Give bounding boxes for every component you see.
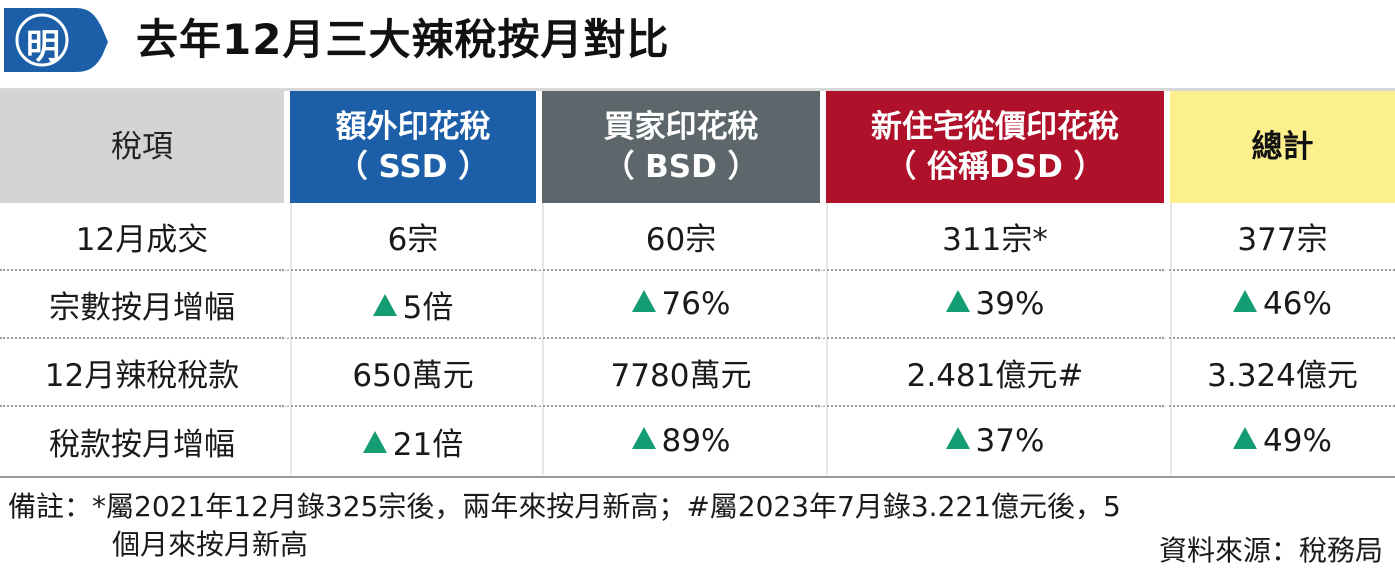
logo-badge-icon bbox=[4, 8, 108, 72]
cell-dsd: 37% bbox=[820, 407, 1164, 475]
cell-value: 39% bbox=[975, 286, 1045, 322]
cell-ssd: 650萬元 bbox=[284, 339, 536, 407]
increase-arrow-icon bbox=[362, 430, 387, 453]
header-total-line1: 總計 bbox=[1251, 129, 1314, 165]
cell-value: 49% bbox=[1263, 423, 1332, 459]
cell-value: 89% bbox=[661, 423, 731, 459]
header-bsd-line2: （ BSD ） bbox=[603, 149, 759, 185]
cell-bsd: 76% bbox=[536, 271, 820, 339]
cell-total: 46% bbox=[1164, 271, 1395, 339]
cell-ssd: 6宗 bbox=[284, 203, 536, 271]
row-label: 宗數按月增幅 bbox=[0, 271, 284, 339]
table-row: 12月辣稅稅款 650萬元 7780萬元 2.481億元# 3.324億元 bbox=[0, 339, 1395, 407]
header-ssd-line1: 額外印花稅 bbox=[335, 109, 491, 145]
cell-dsd: 39% bbox=[820, 271, 1164, 339]
header-ssd-cell: 額外印花稅 （ SSD ） bbox=[284, 91, 536, 203]
header: 明 去年12月三大辣稅按月對比 bbox=[0, 0, 1395, 84]
data-table: 稅項 額外印花稅 （ SSD ） 買家印花稅 （ BSD ） 新住宅從價印花稅 … bbox=[0, 91, 1395, 475]
row-label: 12月成交 bbox=[0, 203, 284, 271]
logo-text: 明 bbox=[26, 27, 60, 67]
increase-arrow-icon bbox=[372, 293, 397, 316]
table-row: 宗數按月增幅 5倍 76% 39% 46% bbox=[0, 271, 1395, 339]
cell-total: 3.324億元 bbox=[1164, 339, 1395, 407]
table-row: 12月成交 6宗 60宗 311宗* 377宗 bbox=[0, 203, 1395, 271]
cell-dsd: 311宗* bbox=[820, 203, 1164, 271]
cell-total: 377宗 bbox=[1164, 203, 1395, 271]
source-credit: 資料來源：稅務局 bbox=[1158, 534, 1383, 567]
increase-arrow-icon bbox=[631, 427, 656, 449]
row-label: 稅款按月增幅 bbox=[49, 426, 235, 463]
increase-arrow-icon bbox=[1233, 427, 1258, 449]
header-label-cell: 稅項 bbox=[0, 91, 284, 203]
header-dsd-line2: （ 俗稱DSD ） bbox=[885, 149, 1105, 185]
footnote-line-2: 個月來按月新高 bbox=[112, 528, 309, 561]
header-bsd-line1: 買家印花稅 bbox=[603, 109, 759, 145]
increase-arrow-icon bbox=[945, 427, 970, 449]
cell-value: 5倍 bbox=[402, 289, 454, 326]
header-ssd-line2: （ SSD ） bbox=[336, 149, 490, 185]
cell-value: 46% bbox=[1263, 286, 1332, 322]
footnotes: 備註：*屬2021年12月錄325宗後，兩年來按月新高；#屬2023年7月錄3.… bbox=[8, 488, 1388, 564]
table-row: 稅款按月增幅 21倍 89% 37% 49% bbox=[0, 407, 1395, 475]
row-label: 12月辣稅稅款 bbox=[0, 339, 284, 407]
cell-bsd: 60宗 bbox=[536, 203, 820, 271]
header-bsd-cell: 買家印花稅 （ BSD ） bbox=[536, 91, 820, 203]
newspaper-logo: 明 bbox=[4, 8, 108, 72]
cell-bsd: 7780萬元 bbox=[536, 339, 820, 407]
table-header-row: 稅項 額外印花稅 （ SSD ） 買家印花稅 （ BSD ） 新住宅從價印花稅 … bbox=[0, 91, 1395, 203]
page-title: 去年12月三大辣稅按月對比 bbox=[136, 15, 670, 64]
cell-ssd: 5倍 bbox=[284, 271, 536, 339]
increase-arrow-icon bbox=[631, 290, 656, 312]
cell-dsd: 2.481億元# bbox=[820, 339, 1164, 407]
header-label-text: 稅項 bbox=[111, 129, 173, 165]
cell-ssd: 21倍 bbox=[284, 407, 536, 475]
increase-arrow-icon bbox=[945, 290, 970, 312]
footnote-line-1: 備註：*屬2021年12月錄325宗後，兩年來按月新高；#屬2023年7月錄3.… bbox=[8, 490, 1121, 523]
header-dsd-cell: 新住宅從價印花稅 （ 俗稱DSD ） bbox=[820, 91, 1164, 203]
cell-total: 49% bbox=[1164, 407, 1395, 475]
tax-comparison-table: 稅項 額外印花稅 （ SSD ） 買家印花稅 （ BSD ） 新住宅從價印花稅 … bbox=[0, 88, 1395, 478]
increase-arrow-icon bbox=[1233, 290, 1258, 312]
header-dsd-line1: 新住宅從價印花稅 bbox=[871, 109, 1119, 145]
cell-value: 76% bbox=[661, 286, 731, 322]
header-total-cell: 總計 bbox=[1164, 91, 1395, 203]
cell-value: 37% bbox=[975, 423, 1045, 459]
cell-value: 21倍 bbox=[392, 426, 464, 463]
cell-bsd: 89% bbox=[536, 407, 820, 475]
